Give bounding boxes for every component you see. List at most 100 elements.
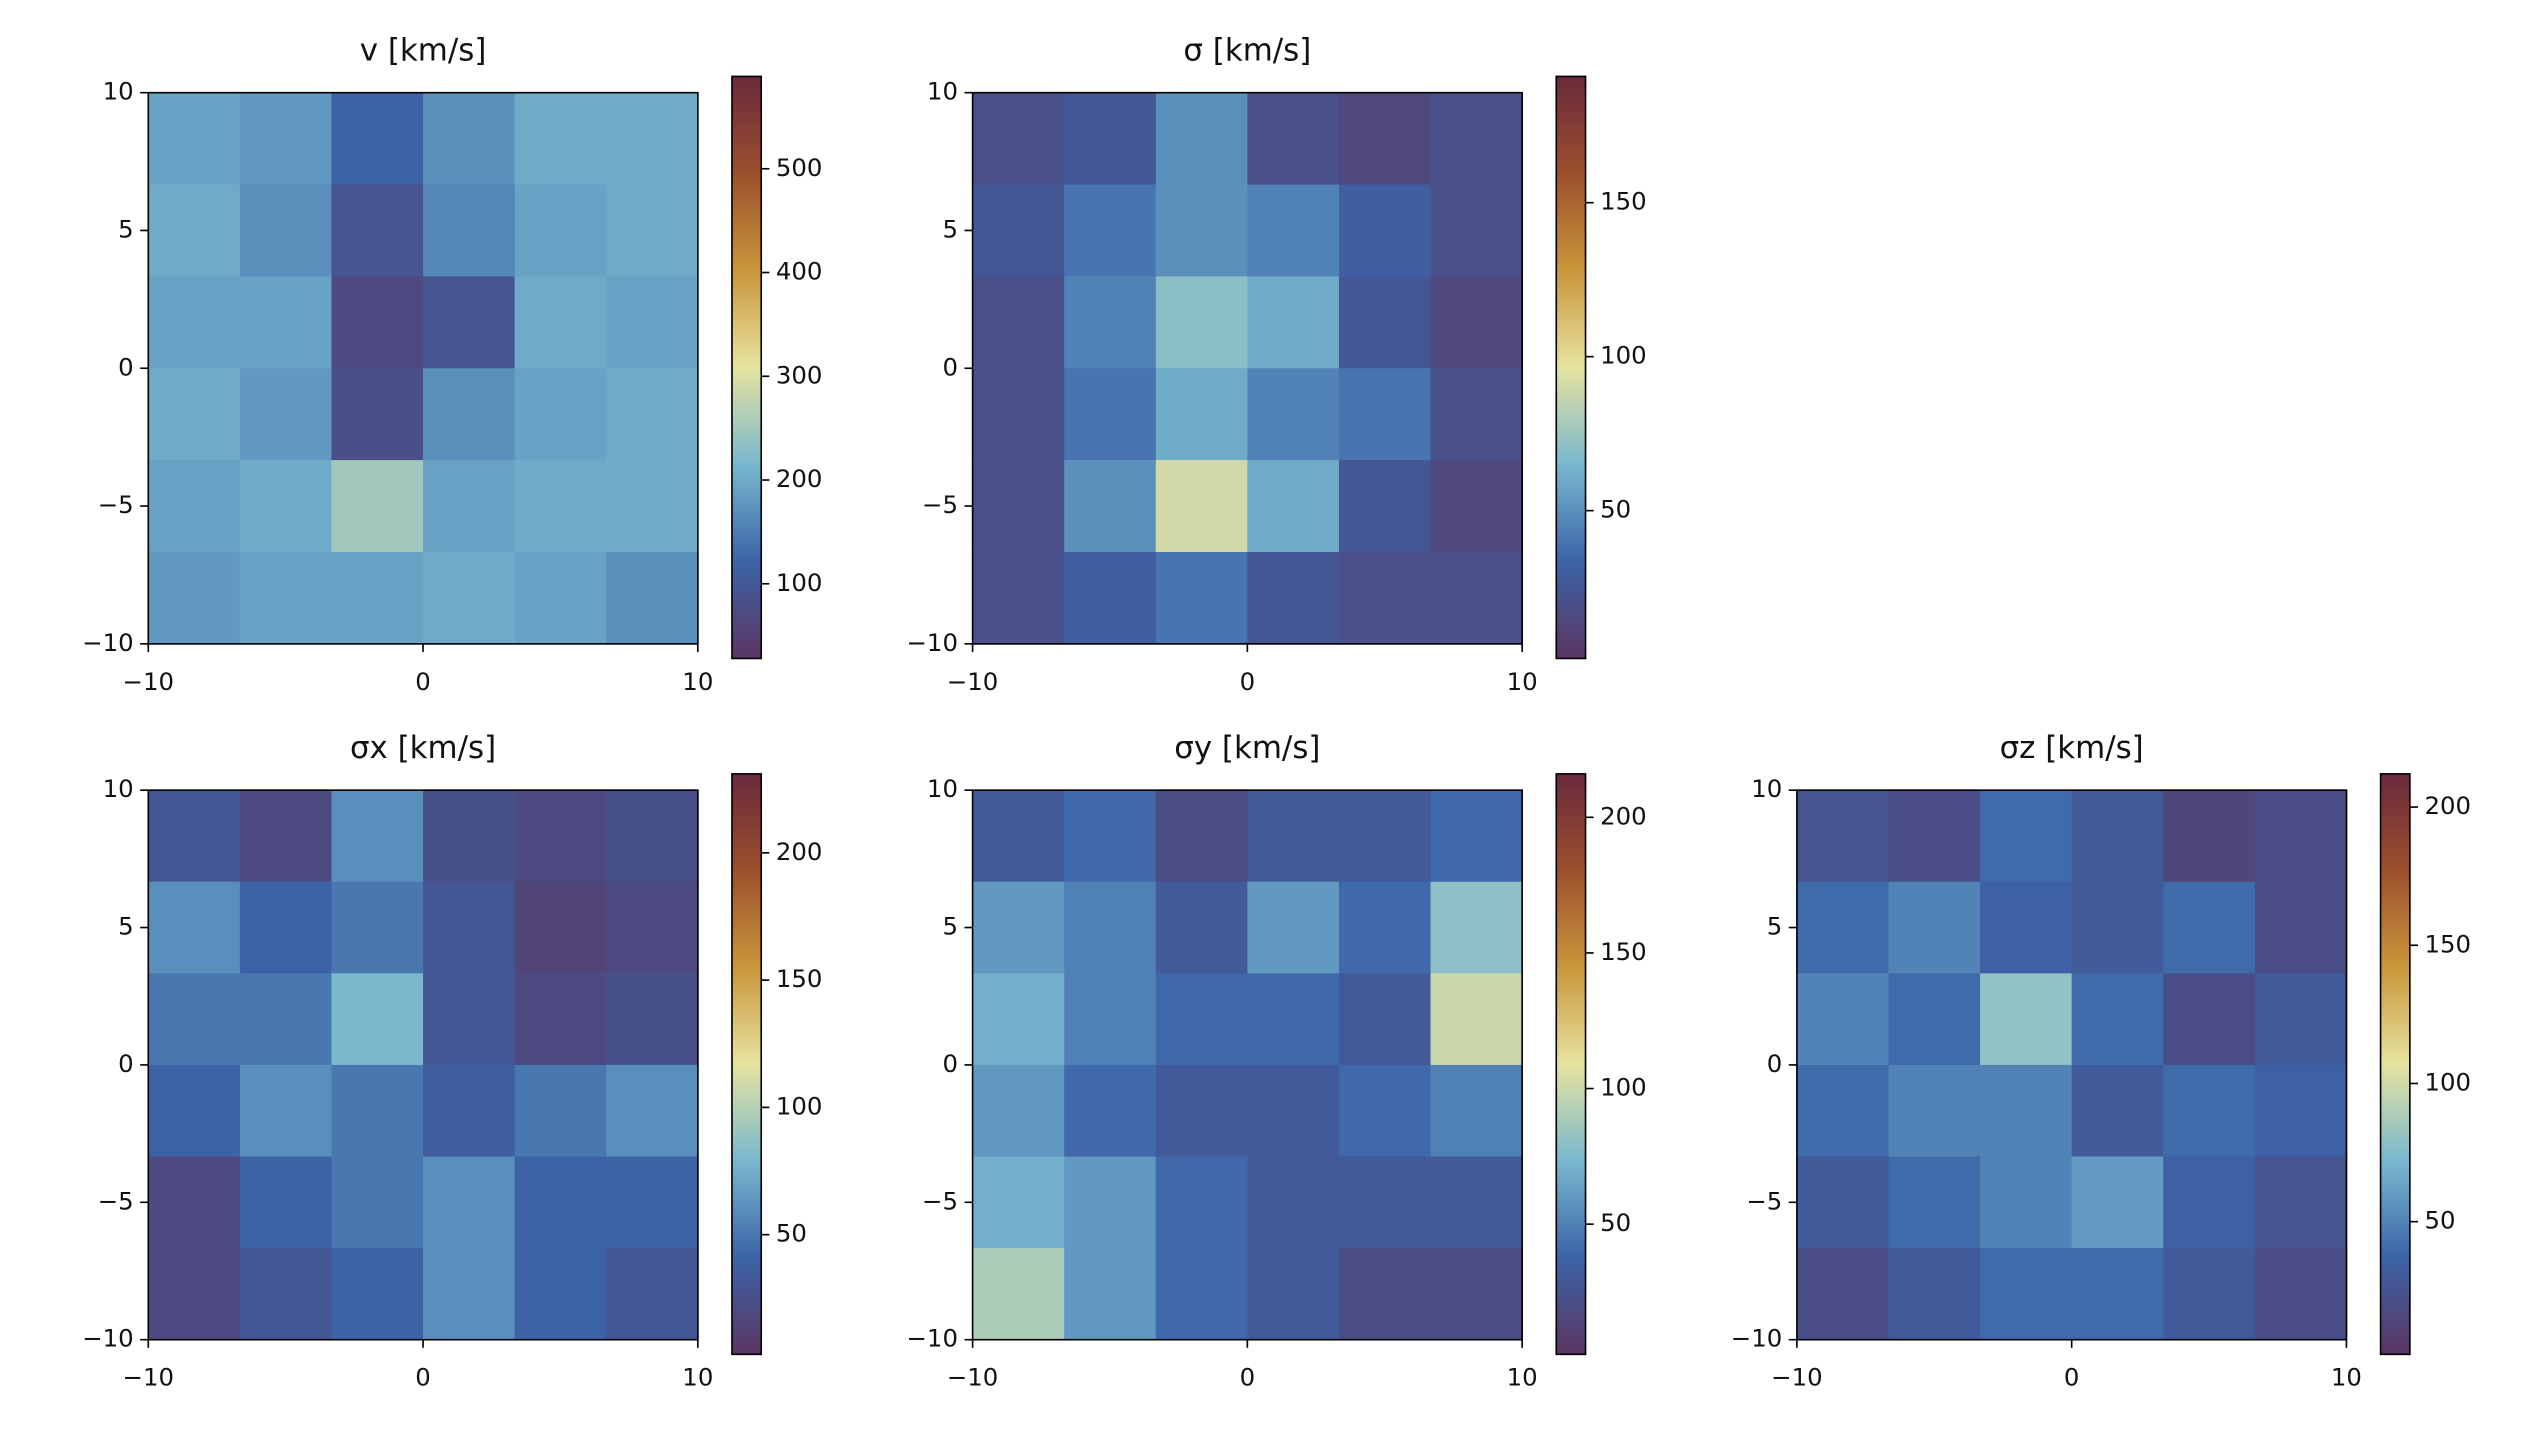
colorbar [1555, 773, 1587, 1356]
heat-cell [1888, 973, 1981, 1066]
heat-cell [606, 790, 699, 883]
y-tick-label: −10 [82, 628, 133, 657]
heat-cell [1796, 1064, 1890, 1158]
heat-cell [2163, 790, 2256, 883]
x-tick-label: −10 [123, 1363, 174, 1392]
heat-cell [2254, 790, 2348, 883]
y-tick-label: 5 [118, 912, 134, 941]
heat-cell [606, 92, 699, 186]
heat-cell [423, 881, 516, 975]
heat-cell [606, 1064, 699, 1158]
heat-cell [1155, 460, 1249, 553]
heat-cell [2254, 1156, 2348, 1249]
x-tick-label: −10 [947, 1363, 998, 1392]
heat-cell [1155, 1248, 1249, 1341]
heat-cell [1247, 368, 1340, 461]
colorbar [731, 773, 763, 1356]
heat-cell [148, 92, 241, 186]
heat-cell [972, 973, 1065, 1066]
heat-cell [514, 1156, 608, 1249]
heat-cell [148, 881, 241, 975]
heat-cell [972, 460, 1065, 553]
heat-cell [606, 881, 699, 975]
heat-cell [1430, 184, 1523, 278]
heat-cell [514, 460, 608, 553]
heat-cell [514, 881, 608, 975]
heat-cell [2071, 881, 2165, 975]
colorbar-tick-label: 500 [776, 153, 823, 182]
heat-cell [1888, 1156, 1981, 1249]
x-tick-label: −10 [123, 667, 174, 696]
heat-cell [514, 973, 608, 1066]
colorbar-tick-label: 100 [776, 1091, 823, 1120]
heat-cell [1155, 551, 1249, 645]
heat-cell [331, 1248, 424, 1341]
heat-cell [148, 973, 241, 1066]
heat-cell [1247, 1064, 1340, 1158]
heat-cell [1980, 973, 2073, 1066]
y-tick-label: 5 [1767, 912, 1783, 941]
colorbar-tick-label: 300 [776, 360, 823, 389]
y-tick-label: −10 [82, 1324, 133, 1353]
heat-cell [239, 881, 333, 975]
heat-cell [1338, 1156, 1432, 1249]
heat-cell [1338, 184, 1432, 278]
x-tick-label: 0 [1240, 1363, 1256, 1392]
heat-cell [1064, 1156, 1157, 1249]
colorbar-tick-label: 50 [1600, 495, 1631, 524]
heat-cell [148, 1064, 241, 1158]
heat-cell [148, 184, 241, 278]
heat-cell [2254, 973, 2348, 1066]
y-tick-label: 0 [118, 352, 134, 381]
x-tick-label: 10 [682, 667, 713, 696]
heat-cell [972, 1156, 1065, 1249]
colorbar [1555, 75, 1587, 660]
heat-cell [148, 790, 241, 883]
heat-cell [1980, 881, 2073, 975]
heat-cell [606, 276, 699, 370]
heat-cell [1155, 1064, 1249, 1158]
heat-cell [1338, 368, 1432, 461]
heat-cell [1247, 276, 1340, 370]
heat-cell [331, 460, 424, 553]
heat-cell [2163, 881, 2256, 975]
colorbar-tick-label: 200 [2424, 791, 2471, 820]
heat-cell [1430, 1156, 1523, 1249]
heat-cell [239, 368, 333, 461]
heat-cell [331, 92, 424, 186]
colorbar-tick-label: 100 [1600, 1073, 1647, 1102]
heat-cell [1796, 881, 1890, 975]
y-tick-label: −5 [922, 1186, 958, 1215]
y-tick-label: 0 [1767, 1049, 1783, 1078]
y-tick-label: 5 [942, 214, 958, 243]
y-tick-label: −5 [98, 490, 134, 519]
heat-cell [1155, 973, 1249, 1066]
heat-cell [1338, 1248, 1432, 1341]
heat-cell [423, 184, 516, 278]
heat-cell [1064, 276, 1157, 370]
heat-cell [331, 881, 424, 975]
heat-cell [972, 92, 1065, 186]
heat-cell [1064, 460, 1157, 553]
heat-cell [1247, 1156, 1340, 1249]
heat-cell [239, 1248, 333, 1341]
heat-cell [1980, 790, 2073, 883]
heat-cell [514, 790, 608, 883]
heat-cell [2254, 1064, 2348, 1158]
heat-cell [2254, 881, 2348, 975]
y-tick-label: 10 [103, 774, 134, 803]
heat-cell [1064, 1248, 1157, 1341]
x-tick-label: 10 [682, 1363, 713, 1392]
colorbar-tick-label: 150 [2424, 929, 2471, 958]
heat-cell [2254, 1248, 2348, 1341]
heat-cell [331, 276, 424, 370]
heat-cell [1980, 1156, 2073, 1249]
colorbar [731, 75, 763, 660]
heat-cell [1064, 881, 1157, 975]
heat-cell [331, 184, 424, 278]
heat-cell [606, 460, 699, 553]
heat-cell [1796, 973, 1890, 1066]
heat-cell [2071, 1248, 2165, 1341]
heat-cell [239, 1064, 333, 1158]
